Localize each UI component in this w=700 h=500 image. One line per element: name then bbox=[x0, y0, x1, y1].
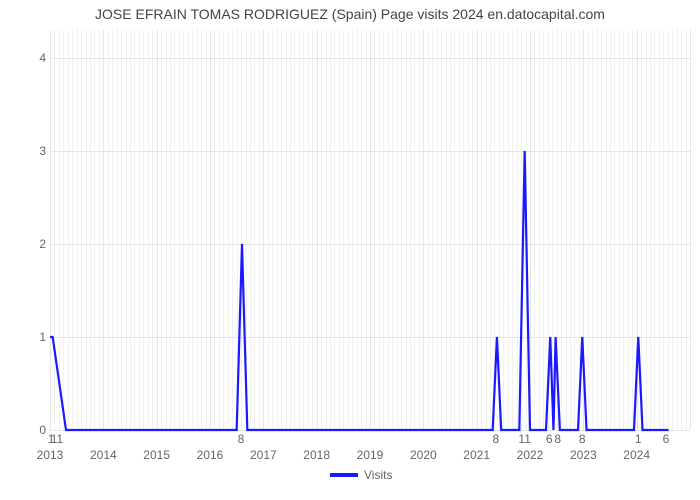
x-tick-label: 2021 bbox=[463, 448, 490, 462]
legend: Visits bbox=[330, 468, 392, 482]
y-tick-label: 3 bbox=[30, 144, 46, 158]
value-label: 6 bbox=[663, 432, 670, 446]
value-label: 11 bbox=[51, 432, 63, 446]
value-label: 8 bbox=[493, 432, 500, 446]
value-label: 8 bbox=[579, 432, 586, 446]
x-tick-label: 2015 bbox=[143, 448, 170, 462]
chart-container: JOSE EFRAIN TOMAS RODRIGUEZ (Spain) Page… bbox=[0, 0, 700, 500]
y-tick-label: 4 bbox=[30, 51, 46, 65]
value-label: 8 bbox=[238, 432, 245, 446]
x-tick-label: 2018 bbox=[303, 448, 330, 462]
x-tick-label: 2013 bbox=[37, 448, 64, 462]
gridline-v bbox=[690, 30, 691, 430]
value-label: 6 bbox=[546, 432, 553, 446]
x-tick-label: 2016 bbox=[197, 448, 224, 462]
legend-label: Visits bbox=[364, 468, 392, 482]
line-series bbox=[50, 30, 690, 430]
y-tick-label: 0 bbox=[30, 423, 46, 437]
x-tick-label: 2019 bbox=[357, 448, 384, 462]
value-label: 1 bbox=[635, 432, 642, 446]
x-tick-label: 2024 bbox=[623, 448, 650, 462]
chart-title: JOSE EFRAIN TOMAS RODRIGUEZ (Spain) Page… bbox=[0, 6, 700, 22]
x-tick-label: 2017 bbox=[250, 448, 277, 462]
y-tick-label: 2 bbox=[30, 237, 46, 251]
value-label: 11 bbox=[518, 432, 530, 446]
x-tick-label: 2014 bbox=[90, 448, 117, 462]
legend-swatch bbox=[330, 473, 358, 477]
x-tick-label: 2022 bbox=[517, 448, 544, 462]
x-tick-label: 2020 bbox=[410, 448, 437, 462]
plot-area bbox=[50, 30, 690, 430]
x-tick-label: 2023 bbox=[570, 448, 597, 462]
value-label: 8 bbox=[554, 432, 561, 446]
y-tick-label: 1 bbox=[30, 330, 46, 344]
